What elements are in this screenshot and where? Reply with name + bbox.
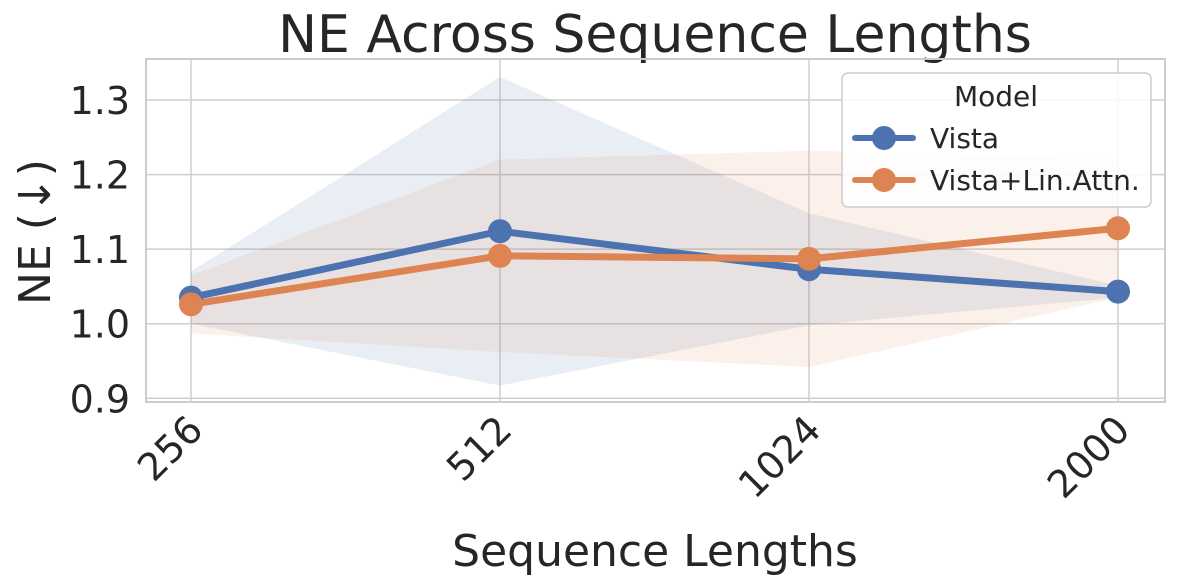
chart-title: NE Across Sequence Lengths <box>278 5 1032 65</box>
y-tick-label: 0.9 <box>70 377 130 421</box>
point-vista <box>488 219 512 244</box>
series-points <box>179 216 1130 317</box>
point-vista-lin-attn <box>1106 216 1130 241</box>
legend-item-vista-lin-attn: Vista+Lin.Attn. <box>852 164 1140 197</box>
x-axis-title: Sequence Lengths <box>452 526 858 577</box>
legend-marker-vista-lin-attn <box>872 168 896 192</box>
legend-item-vista: Vista <box>852 122 999 155</box>
legend-label-vista: Vista <box>930 122 999 155</box>
y-tick-label: 1.3 <box>70 79 130 123</box>
line-vista-lin-attn <box>187 224 1122 308</box>
y-tick-label: 1.0 <box>70 303 130 347</box>
point-vista-lin-attn <box>488 243 512 268</box>
y-axis-title: NE (↓) <box>10 159 61 305</box>
point-vista-lin-attn <box>797 246 821 271</box>
x-tick-label: 2000 <box>1039 407 1139 507</box>
y-tick-label: 1.1 <box>70 228 130 272</box>
x-tick-label: 512 <box>438 407 520 489</box>
legend: Model Vista Vista+Lin.Attn. <box>841 72 1152 208</box>
legend-marker-vista <box>872 126 896 150</box>
plot-frame <box>145 58 1166 403</box>
y-tick-labels: 0.9 1.0 1.1 1.2 1.3 <box>70 79 130 421</box>
legend-label-vista-lin-attn: Vista+Lin.Attn. <box>930 164 1140 197</box>
series-lines <box>187 224 1122 308</box>
legend-title: Model <box>954 80 1038 113</box>
x-tick-label: 1024 <box>730 407 830 507</box>
legend-box <box>841 72 1152 208</box>
x-tick-labels: 256 512 1024 2000 <box>129 407 1138 507</box>
y-tick-label: 1.2 <box>70 154 130 198</box>
point-vista-lin-attn <box>179 292 203 317</box>
line-vista <box>187 227 1122 302</box>
band-vista <box>191 76 1118 386</box>
x-tick-label: 256 <box>129 407 211 489</box>
point-vista <box>1106 279 1130 304</box>
